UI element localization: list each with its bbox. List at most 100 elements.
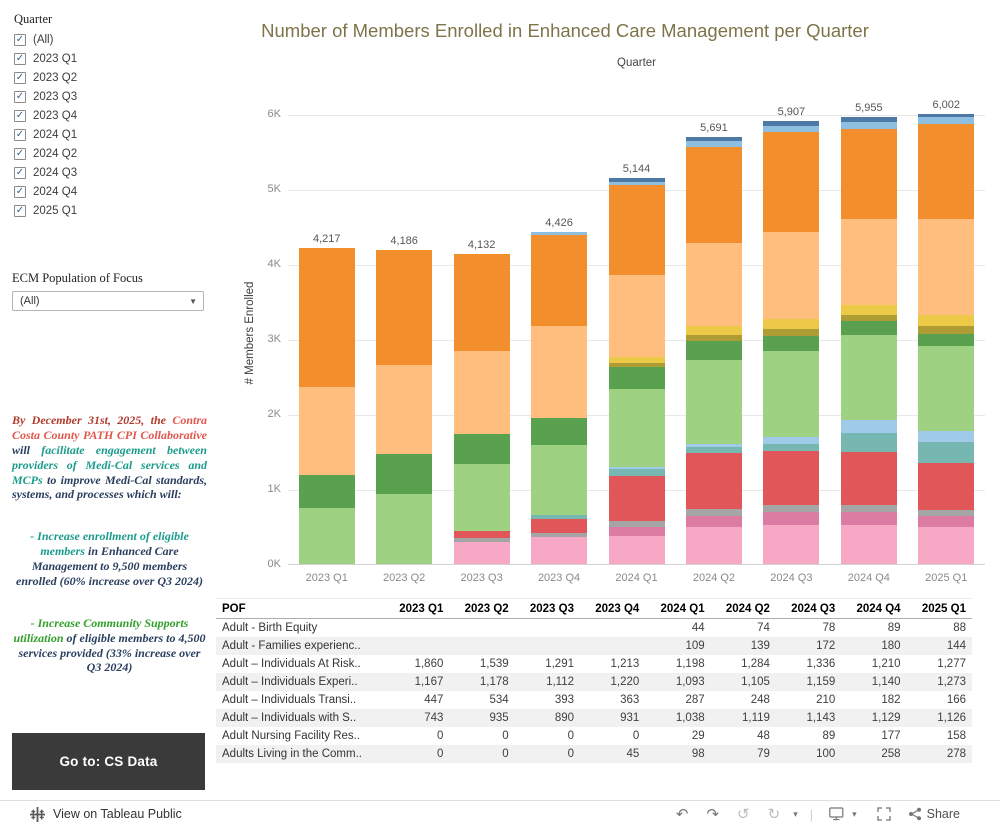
- table-cell[interactable]: 180: [881, 640, 901, 652]
- bar-segment[interactable]: [685, 526, 742, 564]
- quarter-filter-option[interactable]: ✓ 2024 Q3: [14, 167, 204, 179]
- bar-segment[interactable]: [453, 537, 510, 542]
- table-cell[interactable]: 363: [620, 694, 640, 706]
- quarter-filter-option[interactable]: ✓ 2024 Q2: [14, 148, 204, 160]
- table-cell[interactable]: 890: [554, 712, 574, 724]
- table-cell[interactable]: 166: [946, 694, 966, 706]
- table-cell[interactable]: 0: [567, 748, 574, 760]
- undo-icon[interactable]: ↶: [675, 805, 689, 823]
- quarter-filter-option[interactable]: ✓ (All): [14, 34, 204, 46]
- bar-segment[interactable]: [298, 508, 355, 564]
- fullscreen-button[interactable]: [869, 807, 899, 821]
- table-cell[interactable]: 1,198: [675, 658, 705, 670]
- bar-segment[interactable]: [685, 146, 742, 244]
- table-header-quarter[interactable]: 2024 Q4: [841, 599, 907, 619]
- table-cell[interactable]: 88: [953, 622, 966, 634]
- bar-segment[interactable]: [453, 350, 510, 435]
- bar-segment[interactable]: [763, 512, 820, 525]
- table-cell[interactable]: [515, 637, 580, 655]
- bar-segment[interactable]: [840, 511, 897, 525]
- bar-segment[interactable]: [531, 417, 588, 446]
- table-cell[interactable]: 1,112: [546, 676, 574, 688]
- table-cell[interactable]: 0: [632, 730, 640, 742]
- bar-segment[interactable]: [763, 232, 820, 320]
- table-header-quarter[interactable]: 2025 Q1: [906, 599, 972, 619]
- stacked-bar[interactable]: [918, 113, 975, 564]
- table-cell[interactable]: 79: [757, 748, 770, 760]
- bar-segment[interactable]: [608, 185, 665, 276]
- bar-segment[interactable]: [918, 515, 975, 527]
- bar-segment[interactable]: [840, 321, 897, 335]
- table-cell[interactable]: 278: [946, 748, 966, 760]
- bar-segment[interactable]: [685, 341, 742, 360]
- bar-segment[interactable]: [531, 445, 588, 515]
- bar-segment[interactable]: [763, 351, 820, 438]
- bar-segment[interactable]: [840, 304, 897, 315]
- bar-segment[interactable]: [608, 535, 665, 564]
- table-cell[interactable]: 1,126: [937, 712, 966, 724]
- bar-segment[interactable]: [763, 525, 820, 564]
- table-cell[interactable]: 29: [691, 730, 705, 742]
- table-cell[interactable]: 74: [757, 622, 770, 634]
- bar-segment[interactable]: [763, 437, 820, 444]
- table-cell[interactable]: 931: [620, 712, 640, 724]
- bar-segment[interactable]: [840, 334, 897, 420]
- table-cell[interactable]: 1,178: [479, 676, 509, 688]
- bar-segment[interactable]: [453, 463, 510, 531]
- bar-segment[interactable]: [918, 442, 975, 464]
- table-header-quarter[interactable]: 2024 Q2: [710, 599, 776, 619]
- bar-segment[interactable]: [531, 235, 588, 327]
- redo-icon[interactable]: ↷: [706, 805, 720, 823]
- bar-segment[interactable]: [453, 434, 510, 464]
- bar-segment[interactable]: [376, 365, 433, 454]
- stacked-bar[interactable]: [453, 254, 510, 564]
- table-cell[interactable]: 1,284: [741, 658, 770, 670]
- table-cell[interactable]: [449, 637, 514, 655]
- bar-segment[interactable]: [918, 314, 975, 327]
- bar-segment[interactable]: [608, 521, 665, 528]
- refresh-icon[interactable]: ↻: [767, 805, 781, 823]
- bar-segment[interactable]: [453, 530, 510, 538]
- table-cell[interactable]: 1,038: [675, 712, 705, 724]
- table-cell[interactable]: 1,291: [545, 658, 574, 670]
- stacked-bar[interactable]: [376, 250, 433, 564]
- bar-segment[interactable]: [763, 126, 820, 133]
- bar-segment[interactable]: [840, 419, 897, 433]
- bar-segment[interactable]: [918, 463, 975, 510]
- table-row-label[interactable]: Adult - Families experienc..: [222, 640, 361, 652]
- bar-segment[interactable]: [608, 178, 665, 183]
- bar-segment[interactable]: [685, 359, 742, 444]
- bar-segment[interactable]: [376, 250, 433, 366]
- table-cell[interactable]: 100: [816, 748, 836, 760]
- pof-dropdown[interactable]: (All) ▼: [12, 291, 204, 311]
- bar-segment[interactable]: [918, 117, 975, 124]
- bar-segment[interactable]: [918, 113, 975, 118]
- bar-segment[interactable]: [840, 128, 897, 220]
- table-cell[interactable]: 0: [567, 730, 574, 742]
- table-cell[interactable]: 144: [946, 640, 966, 652]
- stacked-bar[interactable]: [298, 247, 355, 564]
- table-cell[interactable]: 182: [881, 694, 901, 706]
- table-cell[interactable]: 98: [691, 748, 705, 760]
- stacked-bar[interactable]: [840, 117, 897, 564]
- table-cell[interactable]: 935: [489, 712, 509, 724]
- table-cell[interactable]: 447: [424, 694, 444, 706]
- table-cell[interactable]: 158: [946, 730, 966, 742]
- quarter-filter-option[interactable]: ✓ 2025 Q1: [14, 205, 204, 217]
- bar-segment[interactable]: [685, 335, 742, 342]
- table-cell[interactable]: 393: [554, 694, 574, 706]
- bar-segment[interactable]: [608, 367, 665, 389]
- replay-icon[interactable]: ↺: [737, 805, 750, 823]
- table-cell[interactable]: [515, 619, 580, 638]
- bar-segment[interactable]: [840, 432, 897, 453]
- stacked-bar[interactable]: [531, 232, 588, 564]
- bar-segment[interactable]: [531, 514, 588, 519]
- table-cell[interactable]: 1,539: [479, 658, 509, 670]
- table-cell[interactable]: 89: [822, 730, 836, 742]
- table-cell[interactable]: [449, 619, 514, 638]
- table-header-quarter[interactable]: 2024 Q3: [775, 599, 842, 619]
- table-cell[interactable]: 1,105: [741, 676, 770, 688]
- bar-segment[interactable]: [918, 430, 975, 443]
- bar-segment[interactable]: [608, 476, 665, 522]
- table-header-pof[interactable]: POF: [216, 599, 385, 619]
